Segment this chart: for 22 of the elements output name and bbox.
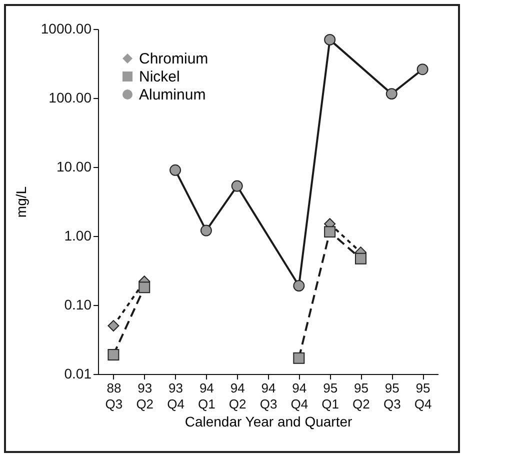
x-tick-label: 94 Q3 bbox=[260, 380, 278, 412]
x-tick-label: 88 Q3 bbox=[105, 380, 123, 412]
x-tick-label: 95 Q1 bbox=[322, 380, 339, 412]
legend-label: Nickel bbox=[139, 68, 180, 86]
x-tick-label: 94 Q4 bbox=[290, 380, 308, 412]
x-tick-label: 95 Q4 bbox=[414, 380, 432, 412]
x-tick-label: 93 Q4 bbox=[167, 380, 184, 412]
y-tick-label: 100.00 bbox=[48, 90, 92, 106]
legend-label: Aluminum bbox=[139, 86, 206, 104]
x-tick-label: 94 Q2 bbox=[228, 380, 246, 412]
y-axis-title: mg/L bbox=[12, 186, 29, 218]
x-tick-label: 95 Q3 bbox=[383, 380, 401, 412]
x-tick-label: 95 Q2 bbox=[352, 380, 370, 412]
y-tick-label: 10.00 bbox=[56, 158, 92, 174]
y-tick-label: 1.00 bbox=[64, 228, 92, 244]
legend-label: Chromium bbox=[139, 50, 208, 68]
y-tick-label: 0.01 bbox=[64, 366, 92, 382]
x-axis-title: Calendar Year and Quarter bbox=[184, 414, 353, 430]
x-tick-label: 93 Q2 bbox=[136, 380, 154, 412]
y-tick-label: 0.10 bbox=[64, 296, 92, 312]
y-tick-label: 1000.00 bbox=[40, 20, 92, 36]
x-tick-label: 94 Q1 bbox=[198, 380, 216, 412]
